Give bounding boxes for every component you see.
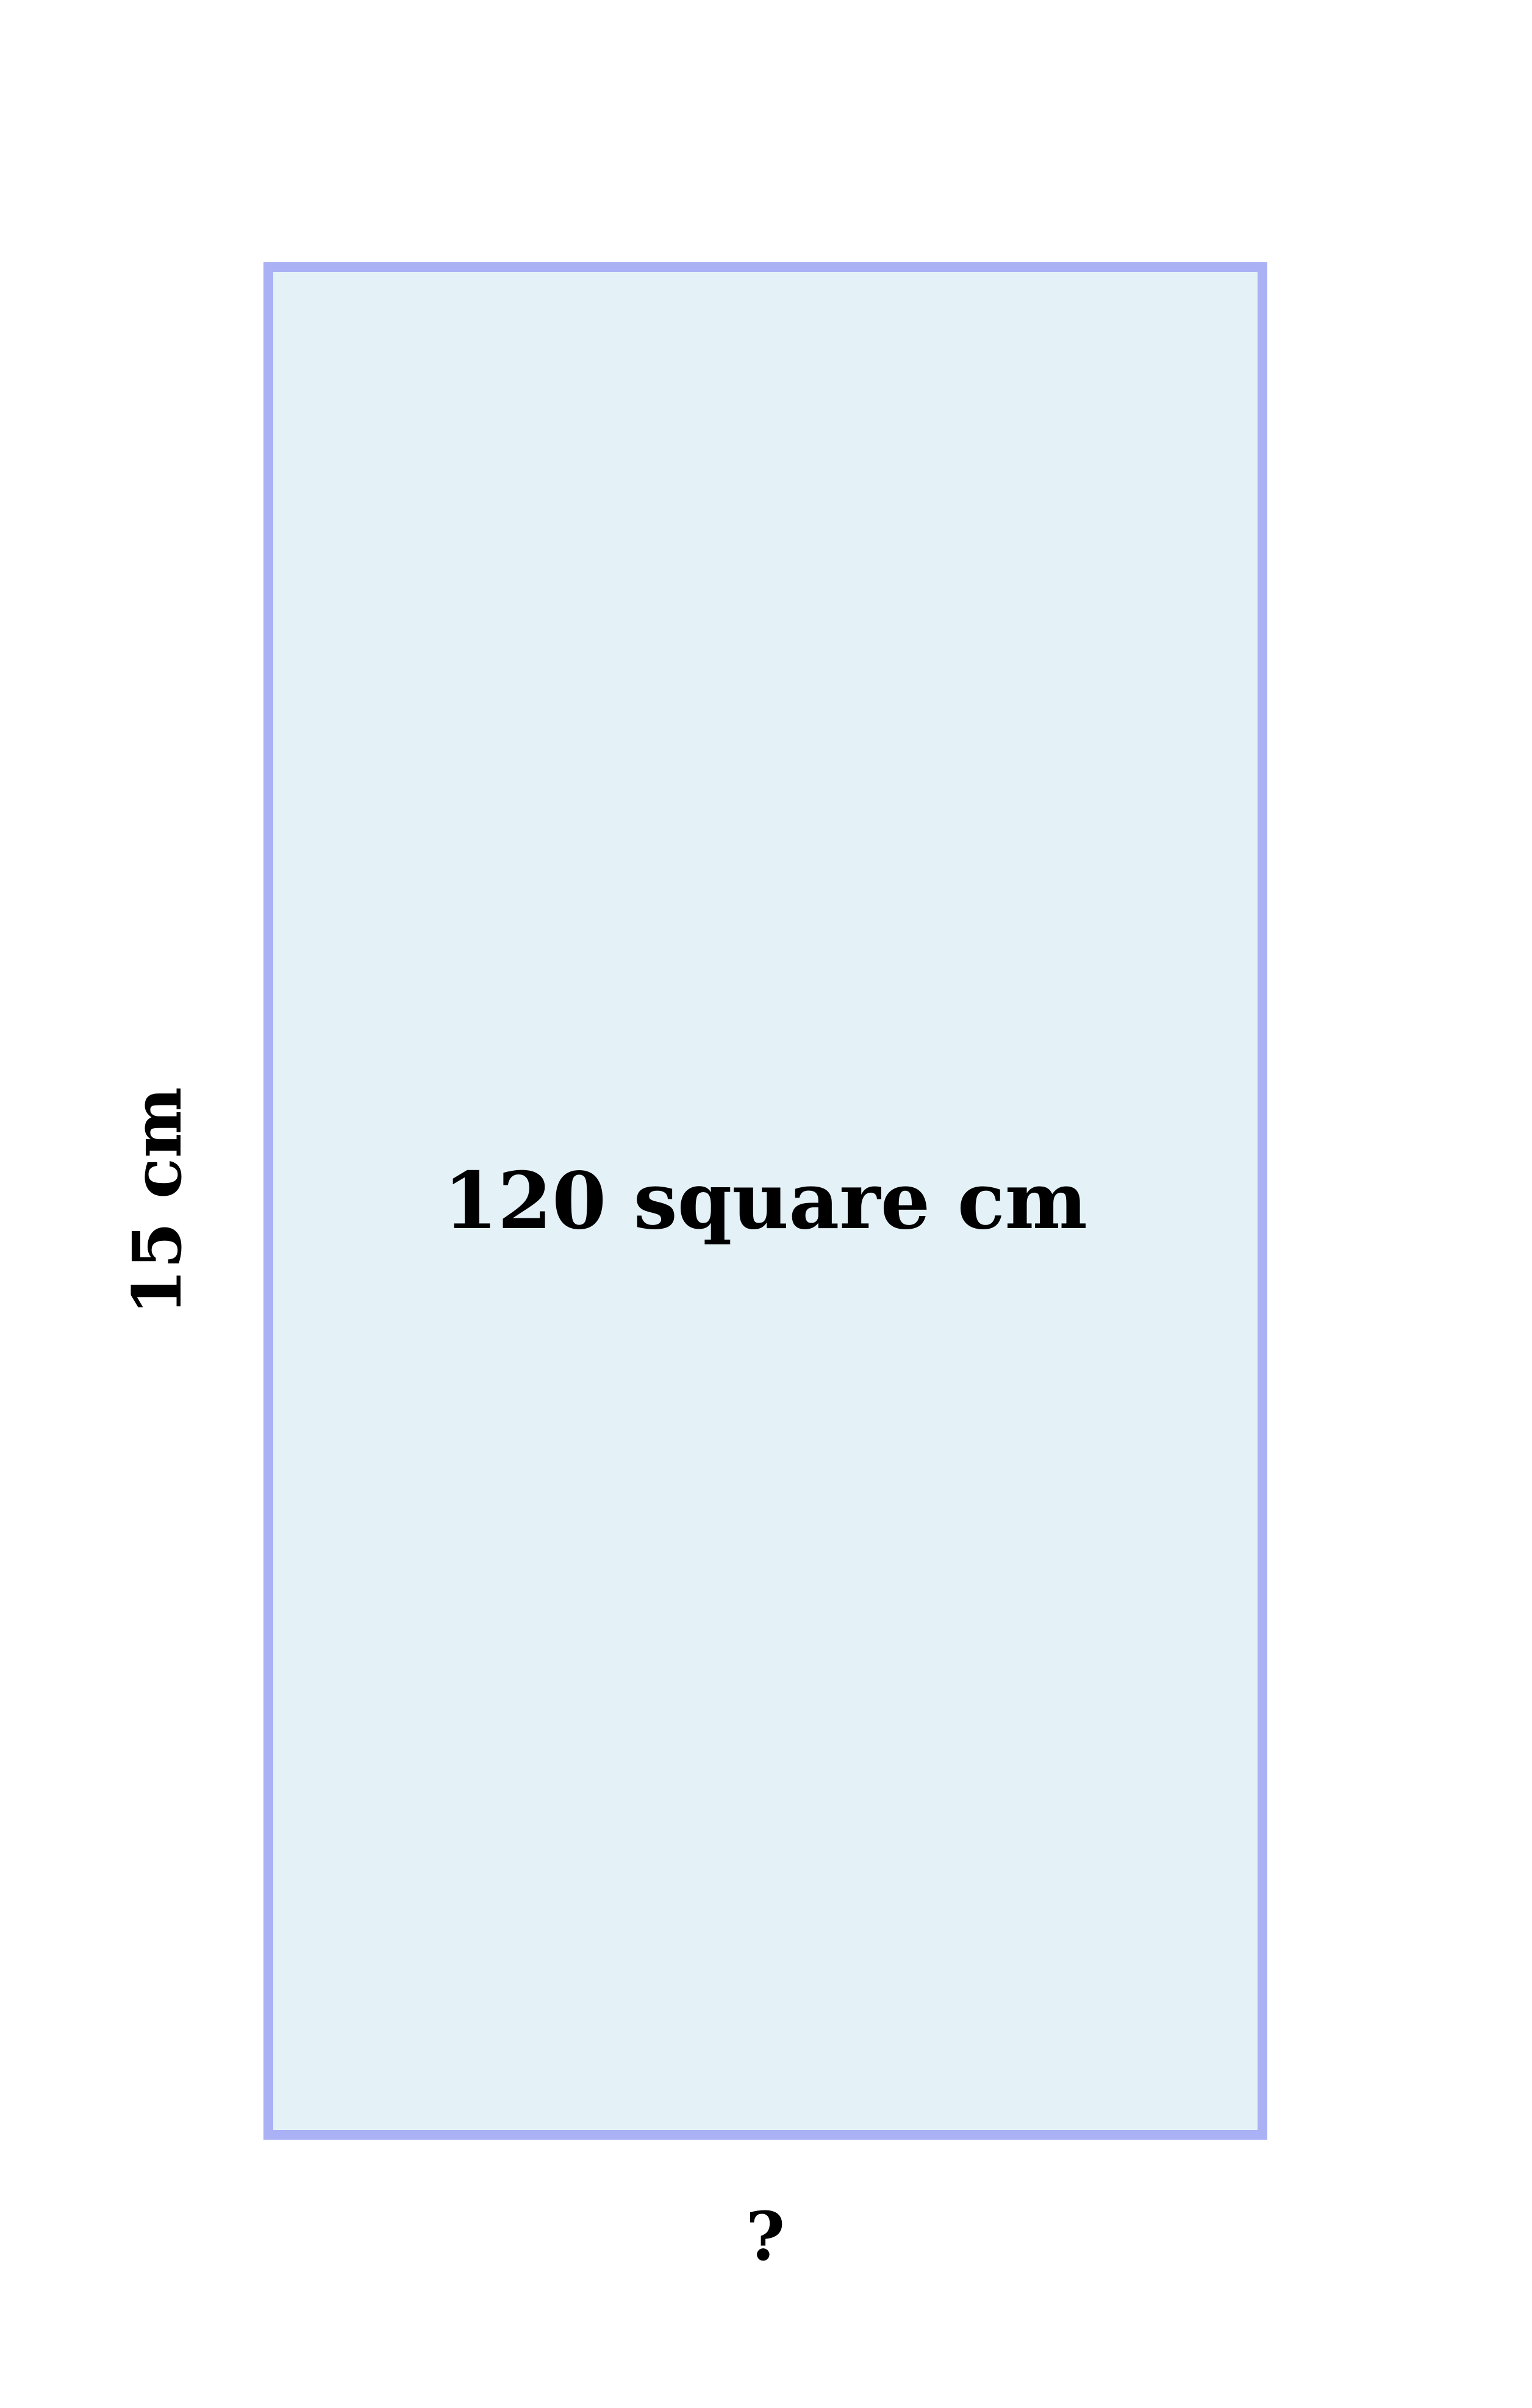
width-label: ? bbox=[745, 2197, 786, 2276]
height-label: 15 cm bbox=[118, 1087, 196, 1316]
rectangle-shape bbox=[263, 262, 1267, 2140]
area-label: 120 square cm bbox=[443, 1156, 1088, 1247]
